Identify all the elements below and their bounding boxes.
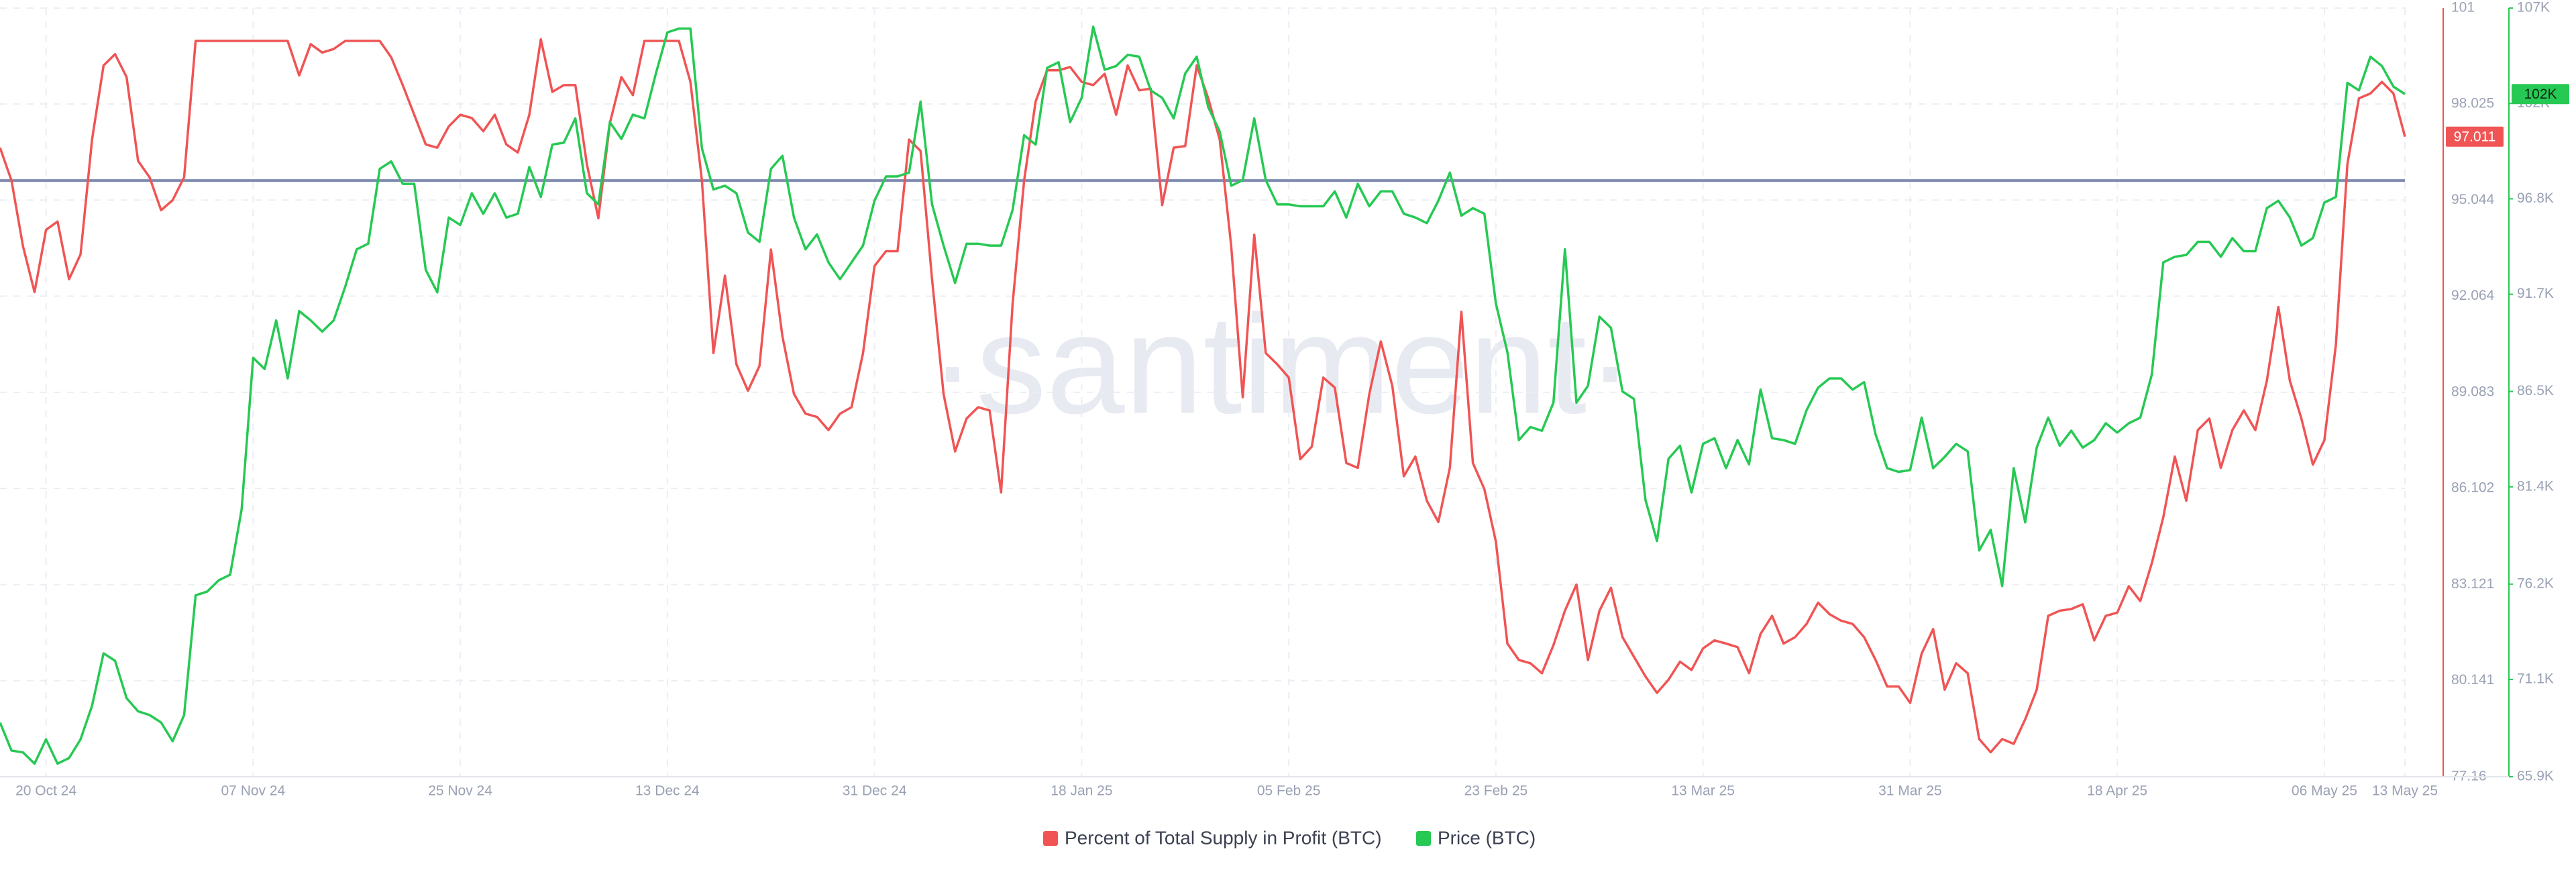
current-value-badge: [2446, 126, 2504, 147]
legend-label: Percent of Total Supply in Profit (BTC): [1065, 827, 1382, 848]
y2-tick-label: 65.9K: [2517, 769, 2554, 784]
y2-tick-label: 91.7K: [2517, 286, 2554, 301]
x-tick-label: 25 Nov 24: [428, 783, 492, 799]
x-tick-label: 31 Mar 25: [1878, 783, 1942, 799]
y2-tick-label: 76.2K: [2517, 576, 2554, 591]
current-value-badge: [2512, 84, 2569, 105]
x-tick-label: 07 Nov 24: [221, 783, 286, 799]
x-tick-label: 23 Feb 25: [1464, 783, 1528, 799]
x-tick-label: 06 May 25: [2292, 783, 2357, 799]
y-tick-label: 86.102: [2451, 480, 2494, 496]
x-tick-label: 18 Jan 25: [1051, 783, 1112, 799]
y2-tick-label: 96.8K: [2517, 190, 2554, 206]
y-tick-label: 98.025: [2451, 96, 2494, 111]
y2-tick-label: 86.5K: [2517, 383, 2554, 398]
watermark: ·santiment·: [929, 285, 1633, 443]
x-tick-label: 13 May 25: [2372, 783, 2438, 799]
x-tick-label: 05 Feb 25: [1257, 783, 1321, 799]
x-tick-label: 13 Mar 25: [1671, 783, 1735, 799]
y2-tick-label: 107K: [2517, 0, 2550, 15]
y-tick-label: 95.044: [2451, 192, 2495, 207]
y-tick-label: 83.121: [2451, 576, 2494, 592]
current-value-label: 97.011: [2454, 129, 2496, 144]
x-tick-label: 20 Oct 24: [15, 783, 76, 799]
x-tick-label: 18 Apr 25: [2087, 783, 2147, 799]
current-value-label: 102K: [2524, 87, 2557, 102]
legend-swatch: [1043, 831, 1058, 846]
legend-label: Price (BTC): [1438, 827, 1536, 848]
y-tick-label: 92.064: [2451, 288, 2495, 303]
y2-tick-label: 71.1K: [2517, 671, 2554, 687]
x-tick-label: 31 Dec 24: [843, 783, 907, 799]
y-tick-label: 101: [2451, 0, 2475, 15]
y-tick-label: 89.083: [2451, 384, 2494, 399]
y2-tick-label: 81.4K: [2517, 478, 2554, 494]
series-line: [0, 25, 2406, 765]
y-tick-label: 80.141: [2451, 672, 2494, 688]
x-tick-label: 13 Dec 24: [635, 783, 700, 799]
legend-swatch: [1416, 831, 1431, 846]
